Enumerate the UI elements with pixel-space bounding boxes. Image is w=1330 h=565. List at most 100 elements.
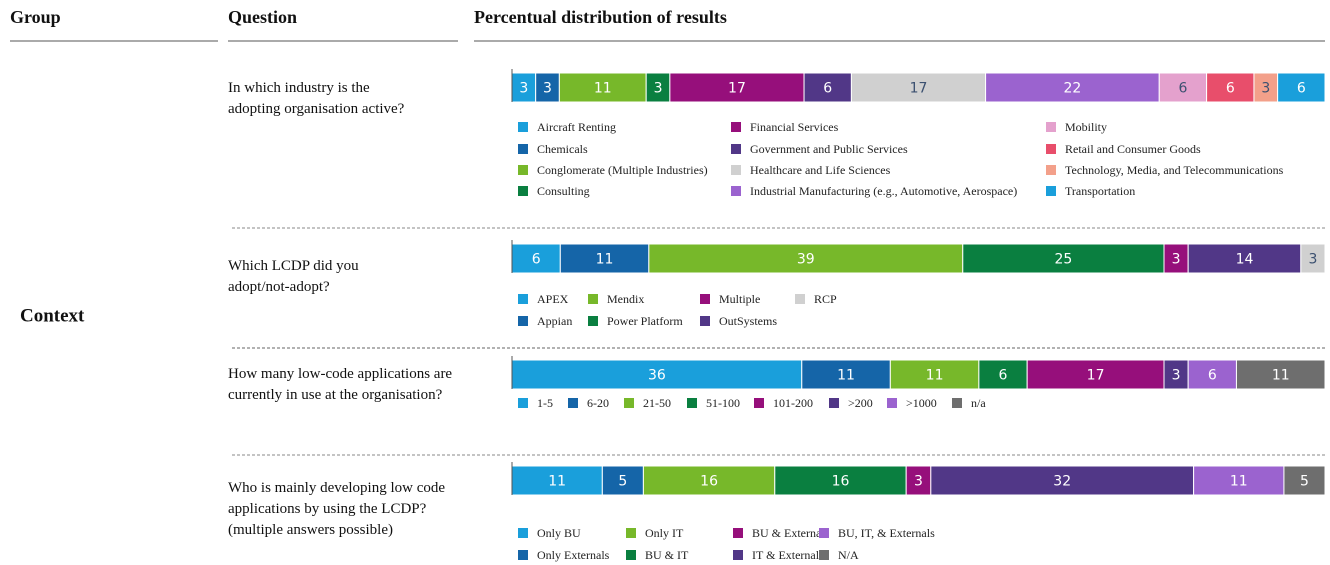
legend-label: Appian [537, 314, 572, 328]
data-label: 5 [1300, 474, 1309, 490]
question: Which LCDP did you adopt/not-adopt? [228, 258, 359, 295]
data-label: 3 [1172, 252, 1181, 268]
legend-label: Only Externals [537, 548, 610, 562]
legend-swatch [700, 294, 710, 304]
legend-swatch [819, 528, 829, 538]
results-header: Percentual distribution of results [474, 7, 727, 27]
bar-segment [985, 72, 1160, 103]
data-label: 6 [999, 368, 1008, 384]
legend-swatch [1046, 165, 1056, 175]
legend-label: 6-20 [587, 396, 609, 410]
legend-label: Industrial Manufacturing (e.g., Automoti… [750, 184, 1017, 198]
bar-segment [1187, 359, 1237, 390]
bar-segment [850, 72, 987, 103]
data-label: 3 [1172, 368, 1181, 384]
question: How many low-code applications are curre… [228, 366, 453, 403]
data-label: 3 [519, 81, 528, 97]
bar-segment [803, 72, 852, 103]
legend-label: BU & Externals [752, 526, 830, 540]
legend-swatch [887, 398, 897, 408]
legend-label: >200 [848, 396, 873, 410]
legend-swatch [518, 550, 528, 560]
legend-swatch [518, 398, 528, 408]
legend-label: 51-100 [706, 396, 740, 410]
legend-label: RCP [814, 292, 837, 306]
bar-segment [1187, 243, 1302, 274]
data-label: 11 [1230, 474, 1248, 490]
bar-segment [511, 359, 803, 390]
legend-swatch [588, 294, 598, 304]
group-label: Context [20, 305, 85, 326]
legend-label: 21-50 [643, 396, 671, 410]
bar-segment [559, 243, 650, 274]
data-label: 25 [1054, 252, 1072, 268]
data-label: 3 [1308, 252, 1317, 268]
bar-segment [774, 465, 907, 496]
data-label: 6 [532, 252, 541, 268]
data-label: 6 [1297, 81, 1306, 97]
legend-label: OutSystems [719, 314, 777, 328]
data-label: 16 [700, 474, 718, 490]
legend-swatch [1046, 122, 1056, 132]
data-label: 11 [548, 474, 566, 490]
legend-label: Multiple [719, 292, 760, 306]
legend-label: Mobility [1065, 120, 1107, 134]
legend-label: Financial Services [750, 120, 839, 134]
legend-label: Technology, Media, and Telecommunication… [1065, 163, 1284, 177]
legend-swatch [518, 316, 528, 326]
legend-swatch [952, 398, 962, 408]
legend-label: Consulting [537, 184, 590, 198]
legend-swatch [733, 550, 743, 560]
legend-label: Power Platform [607, 314, 683, 328]
bar-segment [1283, 465, 1326, 496]
data-label: 3 [654, 81, 663, 97]
data-label: 39 [797, 252, 815, 268]
legend-swatch [795, 294, 805, 304]
legend-swatch [829, 398, 839, 408]
data-label: 3 [914, 474, 923, 490]
question: Who is mainly developing low code applic… [228, 480, 446, 538]
data-label: 17 [910, 81, 928, 97]
legend-swatch [1046, 186, 1056, 196]
legend-label: 101-200 [773, 396, 813, 410]
legend-swatch [626, 550, 636, 560]
legend-label: Retail and Consumer Goods [1065, 142, 1201, 156]
legend-swatch [687, 398, 697, 408]
bar-segment [1193, 465, 1285, 496]
legend-swatch [700, 316, 710, 326]
data-label: 5 [618, 474, 627, 490]
legend-swatch [518, 528, 528, 538]
bar-segment [1026, 359, 1165, 390]
bar-segment [978, 359, 1028, 390]
bar-segment [1206, 72, 1255, 103]
bar-segment [801, 359, 891, 390]
question-header: Question [228, 7, 297, 27]
legend-label: Aircraft Renting [537, 120, 616, 134]
data-label: 6 [1178, 81, 1187, 97]
bar-segment [930, 465, 1195, 496]
legend-swatch [518, 165, 528, 175]
legend-label: Conglomerate (Multiple Industries) [537, 163, 708, 177]
bar-segment [1158, 72, 1208, 103]
bar-segment [1235, 359, 1326, 390]
data-label: 11 [837, 368, 855, 384]
legend-swatch [731, 122, 741, 132]
bar-segment [889, 359, 980, 390]
legend-label: N/A [838, 548, 859, 562]
question: In which industry is the adopting organi… [228, 80, 405, 117]
data-label: 14 [1236, 252, 1254, 268]
legend-label: APEX [537, 292, 569, 306]
data-label: 32 [1053, 474, 1071, 490]
legend-swatch [588, 316, 598, 326]
legend-swatch [733, 528, 743, 538]
data-label: 6 [1208, 368, 1217, 384]
bar-segment [905, 465, 932, 496]
legend-label: Government and Public Services [750, 142, 908, 156]
bar-segment [558, 72, 647, 103]
data-label: 17 [1087, 368, 1105, 384]
legend-swatch [731, 144, 741, 154]
bar-segment [1277, 72, 1326, 103]
legend-label: n/a [971, 396, 986, 410]
data-label: 3 [1261, 81, 1270, 97]
